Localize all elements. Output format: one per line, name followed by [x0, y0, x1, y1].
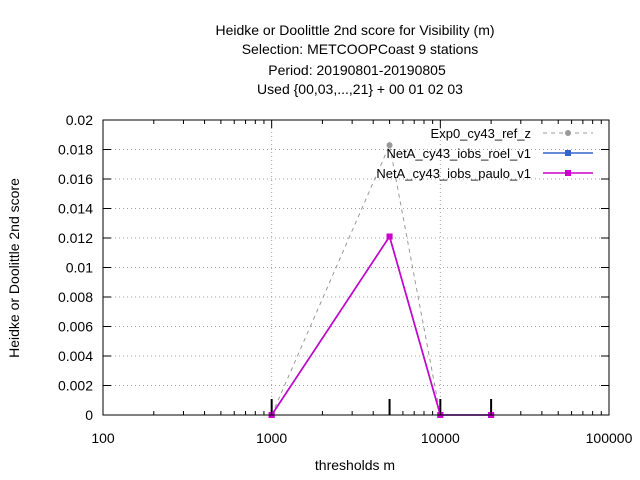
- y-tick-label: 0.008: [58, 289, 93, 305]
- legend-marker-3: [565, 170, 571, 176]
- x-tick-label: 10000: [421, 430, 460, 446]
- legend: Exp0_cy43_ref_z NetA_cy43_iobs_roel_v1 Net…: [376, 126, 593, 181]
- y-tick-label: 0.012: [58, 230, 93, 246]
- legend-label-3: NetA_cy43_iobs_paulo_v1: [376, 166, 531, 181]
- y-tick-label: 0.006: [58, 319, 93, 335]
- x-axis-label: thresholds m: [315, 457, 395, 473]
- title-line-2: Selection: METCOOPCoast 9 stations: [242, 41, 479, 57]
- y-tick-label: 0.002: [58, 378, 93, 394]
- chart-title: Heidke or Doolittle 2nd score for Visibi…: [215, 22, 494, 97]
- series-line-2: [270, 234, 492, 416]
- y-tick-label: 0.004: [58, 348, 93, 364]
- x-tick-label: 1000: [256, 430, 287, 446]
- legend-label-1: Exp0_cy43_ref_z: [431, 126, 531, 141]
- y-tick-label: 0.018: [58, 142, 93, 158]
- title-line-4: Used {00,03,...,21} + 00 01 02 03: [257, 81, 463, 97]
- series-layer: [268, 142, 495, 418]
- legend-marker-1: [565, 130, 571, 136]
- y-tick-label: 0.01: [66, 260, 93, 276]
- title-line-3: Period: 20190801-20190805: [268, 62, 446, 78]
- series-line-1: [271, 143, 492, 416]
- y-tick-label: 0: [85, 407, 93, 423]
- grid-lines: [102, 119, 610, 416]
- legend-marker-2: [565, 150, 571, 156]
- y-axis-ticks: 0 0.002 0.004 0.006 0.008 0.01 0.012 0.014 0.016…: [58, 112, 609, 423]
- y-axis-label: Heidke or Doolittle 2nd score: [6, 178, 22, 358]
- y-tick-label: 0.016: [58, 171, 93, 187]
- series-line-3: [270, 234, 492, 416]
- legend-label-2: NetA_cy43_iobs_roel_v1: [386, 146, 531, 161]
- x-tick-label: 100: [91, 430, 115, 446]
- series-3-point: [386, 233, 393, 240]
- title-line-1: Heidke or Doolittle 2nd score for Visibi…: [215, 22, 494, 38]
- observation-marks: [270, 399, 493, 415]
- y-tick-label: 0.014: [58, 201, 93, 217]
- x-axis-ticks: 100 1000 10000 100000: [91, 120, 633, 446]
- series-1-point: [386, 142, 393, 149]
- x-tick-label: 100000: [586, 430, 633, 446]
- y-tick-label: 0.02: [66, 112, 93, 128]
